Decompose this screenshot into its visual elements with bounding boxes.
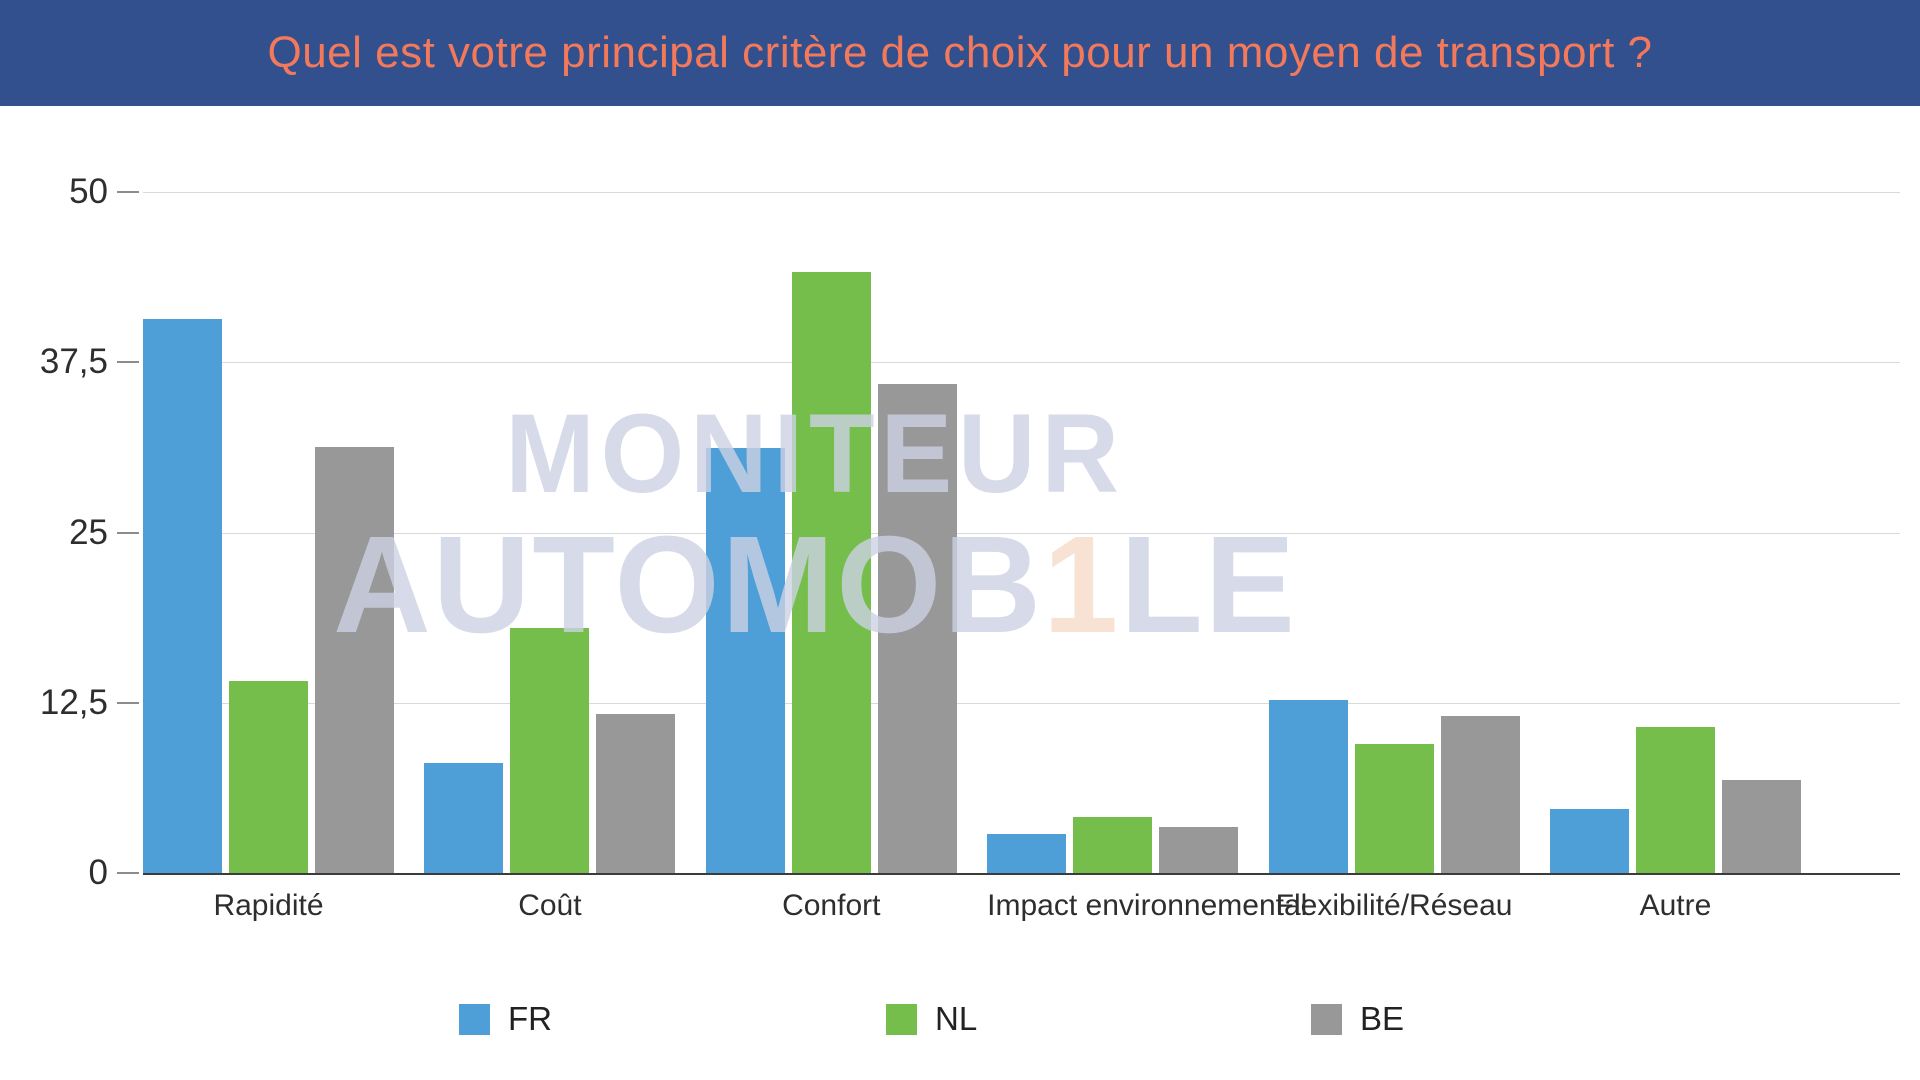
bar-BE-Coût	[596, 713, 676, 873]
x-axis-line	[143, 873, 1900, 875]
plot-area: 50 37,5 25 12,5 0 Rapidité Coût Confort Impact …	[40, 172, 1900, 922]
y-axis-tick-12,5	[117, 701, 139, 704]
bar-group-Impact environnemental	[987, 192, 1239, 873]
legend-item-BE: BE	[1311, 1000, 1404, 1038]
bar-group-Coût	[424, 192, 676, 873]
y-axis-label-0: 0	[88, 853, 108, 892]
category-labels-row: Rapidité Coût Confort Impact environnementa…	[143, 889, 1801, 923]
legend-label-FR: FR	[508, 1000, 552, 1037]
bar-NL-Impact environnemental	[1073, 817, 1153, 873]
bar-BE-Autre	[1721, 780, 1801, 873]
y-axis-tick-37,5	[117, 361, 139, 364]
bar-FR-Impact environnemental	[987, 833, 1067, 873]
bar-BE-Impact environnemental	[1159, 826, 1239, 873]
x-axis-label-Rapidité: Rapidité	[213, 889, 324, 922]
title-bar: Quel est votre principal critère de choi…	[0, 0, 1920, 106]
y-axis-label-50: 50	[69, 172, 108, 211]
legend-swatch-FR	[459, 1003, 490, 1035]
y-axis-tick-25	[117, 531, 139, 534]
bar-BE-Confort	[877, 384, 957, 873]
bar-BE-Flexibilité/Réseau	[1440, 716, 1520, 873]
bar-FR-Confort	[705, 448, 785, 873]
x-axis-label-Flexibilité/Réseau: Flexibilité/Réseau	[1275, 889, 1513, 922]
legend-item-NL: NL	[886, 1000, 977, 1038]
legend-label-NL: NL	[935, 1000, 978, 1037]
bar-NL-Confort	[791, 272, 871, 873]
bar-group-Flexibilité/Réseau	[1268, 192, 1520, 873]
legend-item-FR: FR	[459, 1000, 552, 1038]
y-axis-label-12,5: 12,5	[39, 682, 108, 722]
x-axis-label-Coût: Coût	[518, 889, 582, 922]
bar-FR-Autre	[1549, 809, 1629, 873]
bar-FR-Coût	[424, 762, 504, 873]
y-axis-tick-0	[117, 872, 139, 874]
x-axis-label-Impact environnemental: Impact environnemental	[987, 889, 1308, 922]
gridline-37,5	[143, 362, 1900, 364]
legend-label-BE: BE	[1360, 1000, 1405, 1037]
bar-NL-Flexibilité/Réseau	[1354, 743, 1434, 873]
gridline-12,5	[143, 702, 1900, 704]
bar-NL-Autre	[1635, 727, 1715, 873]
legend-swatch-NL	[886, 1003, 917, 1035]
bar-group-Autre	[1549, 192, 1801, 873]
bar-NL-Rapidité	[229, 680, 308, 873]
y-axis-label-37,5: 37,5	[39, 342, 108, 382]
bar-FR-Rapidité	[143, 318, 222, 873]
y-axis-tick-50	[117, 191, 139, 193]
x-axis-label-Confort: Confort	[782, 889, 881, 922]
bar-NL-Coût	[510, 627, 590, 873]
x-axis-label-Autre: Autre	[1639, 889, 1712, 922]
legend-swatch-BE	[1311, 1003, 1342, 1035]
gridline-50	[143, 192, 1900, 193]
y-axis-label-25: 25	[69, 512, 108, 552]
bar-FR-Flexibilité/Réseau	[1268, 700, 1348, 873]
bar-group-Confort	[705, 192, 957, 873]
bars-container	[143, 192, 1801, 873]
bar-group-Rapidité	[143, 192, 394, 873]
bar-BE-Rapidité	[315, 446, 394, 873]
gridline-25	[143, 532, 1900, 534]
chart-title: Quel est votre principal critère de choi…	[267, 28, 1653, 77]
